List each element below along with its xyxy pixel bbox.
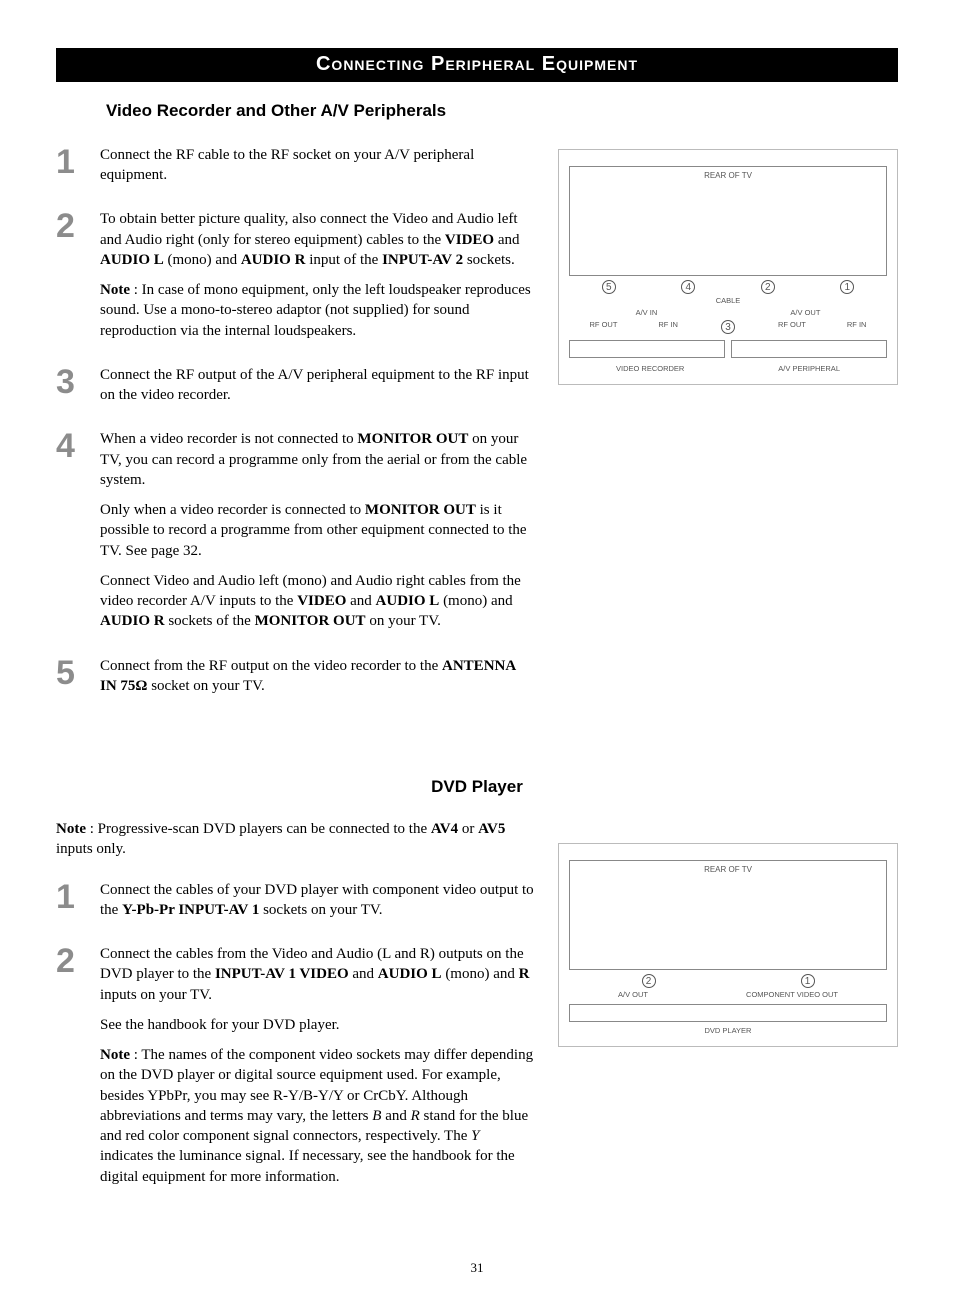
- step-number: 5: [56, 656, 100, 690]
- step: 1Connect the RF cable to the RF socket o…: [56, 145, 534, 196]
- diagram-label: A/V IN: [636, 308, 658, 318]
- diagram-label: A/V OUT: [618, 990, 648, 1000]
- step-number: 3: [56, 365, 100, 399]
- step-paragraph: Connect the cables from the Video and Au…: [100, 944, 534, 1005]
- section2-text-col: Note : Progressive-scan DVD players can …: [56, 819, 534, 1211]
- step-number: 2: [56, 944, 100, 978]
- diagram-label: A/V OUT: [790, 308, 820, 318]
- step-number: 1: [56, 880, 100, 914]
- step-body: Connect the RF output of the A/V periphe…: [100, 365, 534, 416]
- step: 1Connect the cables of your DVD player w…: [56, 880, 534, 931]
- step-paragraph: Connect from the RF output on the video …: [100, 656, 534, 697]
- step-body: Connect the cables from the Video and Au…: [100, 944, 534, 1197]
- step-paragraph: To obtain better picture quality, also c…: [100, 209, 534, 270]
- diagram-callout: 1: [801, 974, 815, 988]
- diagram-label: RF OUT: [778, 320, 806, 334]
- section2-diagram: REAR OF TV 2 1 A/V OUT COMPONENT VIDEO O…: [558, 843, 898, 1047]
- page-number: 31: [56, 1259, 898, 1277]
- diagram-label: RF IN: [658, 320, 678, 334]
- section2-note: Note : Progressive-scan DVD players can …: [56, 819, 534, 860]
- step-paragraph: Connect the RF output of the A/V periphe…: [100, 365, 534, 406]
- diagram-label: REAR OF TV: [704, 171, 752, 180]
- section1-diagram-col: REAR OF TV 5 4 2 1 CABLE A/V IN A/V OUT …: [558, 145, 898, 385]
- step-paragraph: Note : The names of the component video …: [100, 1045, 534, 1187]
- section1-columns: 1Connect the RF cable to the RF socket o…: [56, 145, 898, 720]
- diagram-callout: 2: [761, 280, 775, 294]
- section1-text-col: 1Connect the RF cable to the RF socket o…: [56, 145, 534, 720]
- step-paragraph: Only when a video recorder is connected …: [100, 500, 534, 561]
- step: 5Connect from the RF output on the video…: [56, 656, 534, 707]
- diagram-label: COMPONENT VIDEO OUT: [746, 990, 838, 1000]
- step-paragraph: Connect the cables of your DVD player wi…: [100, 880, 534, 921]
- step-body: To obtain better picture quality, also c…: [100, 209, 534, 351]
- step-body: Connect the cables of your DVD player wi…: [100, 880, 534, 931]
- section2-heading: DVD Player: [56, 776, 898, 799]
- step-body: Connect from the RF output on the video …: [100, 656, 534, 707]
- diagram-callout: 5: [602, 280, 616, 294]
- page-banner: Connecting Peripheral Equipment: [56, 48, 898, 82]
- diagram-label: A/V PERIPHERAL: [778, 364, 840, 374]
- diagram-callout: 1: [840, 280, 854, 294]
- diagram-label: REAR OF TV: [704, 865, 752, 874]
- diagram-label: RF IN: [847, 320, 867, 334]
- step-paragraph: See the handbook for your DVD player.: [100, 1015, 534, 1035]
- section2-diagram-col: REAR OF TV 2 1 A/V OUT COMPONENT VIDEO O…: [558, 819, 898, 1047]
- diagram-label: RF OUT: [589, 320, 617, 334]
- step: 3Connect the RF output of the A/V periph…: [56, 365, 534, 416]
- step-paragraph: Connect the RF cable to the RF socket on…: [100, 145, 534, 186]
- diagram-label: CABLE: [716, 296, 741, 306]
- diagram-callout: 2: [642, 974, 656, 988]
- step: 2Connect the cables from the Video and A…: [56, 944, 534, 1197]
- diagram-label: DVD PLAYER: [705, 1026, 752, 1036]
- step-number: 4: [56, 429, 100, 463]
- section2-block: DVD Player Note : Progressive-scan DVD p…: [56, 776, 898, 1211]
- diagram-label: VIDEO RECORDER: [616, 364, 684, 374]
- step-paragraph: When a video recorder is not connected t…: [100, 429, 534, 490]
- section1-heading: Video Recorder and Other A/V Peripherals: [106, 100, 898, 123]
- step-paragraph: Connect Video and Audio left (mono) and …: [100, 571, 534, 632]
- section2-columns: Note : Progressive-scan DVD players can …: [56, 819, 898, 1211]
- diagram-callout: 4: [681, 280, 695, 294]
- step: 2To obtain better picture quality, also …: [56, 209, 534, 351]
- step-number: 1: [56, 145, 100, 179]
- section1-diagram: REAR OF TV 5 4 2 1 CABLE A/V IN A/V OUT …: [558, 149, 898, 385]
- step-body: When a video recorder is not connected t…: [100, 429, 534, 641]
- step-body: Connect the RF cable to the RF socket on…: [100, 145, 534, 196]
- diagram-callout: 3: [721, 320, 735, 334]
- step-paragraph: Note : In case of mono equipment, only t…: [100, 280, 534, 341]
- step-number: 2: [56, 209, 100, 243]
- step: 4When a video recorder is not connected …: [56, 429, 534, 641]
